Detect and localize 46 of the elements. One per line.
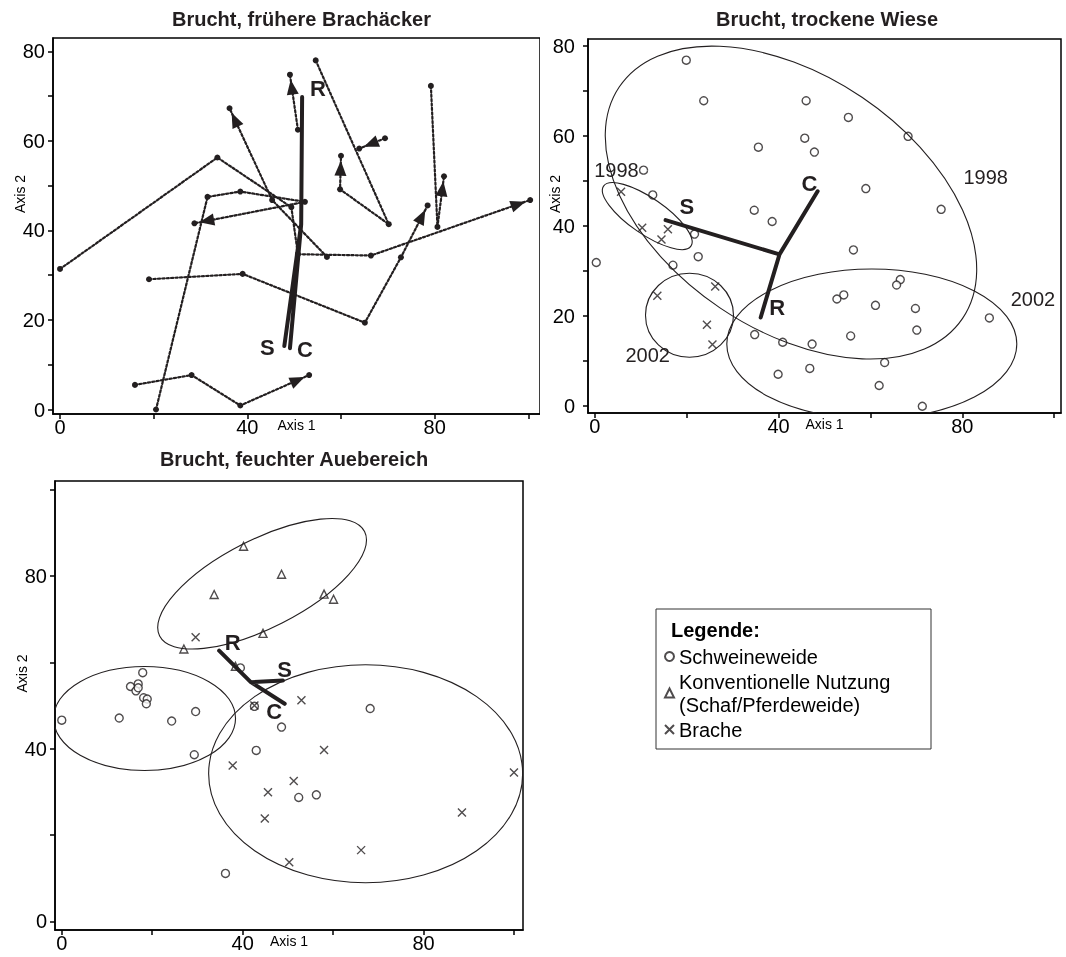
annotation: S xyxy=(277,657,293,683)
annotation: R xyxy=(310,76,327,102)
y-tick-label: 80 xyxy=(24,564,47,587)
y-tick-label: 60 xyxy=(22,129,45,152)
y-tick-label: 80 xyxy=(552,34,575,57)
x-tick-label: 0 xyxy=(54,416,66,438)
legend-title: Legende: xyxy=(671,619,760,641)
legend-label: Konventionelle Nutzung (Schaf/Pferdeweide) xyxy=(679,670,896,716)
legend-label: Brache xyxy=(679,718,743,741)
x-tick-label: 80 xyxy=(423,416,446,438)
x-tick-label: 40 xyxy=(231,932,254,954)
y-tick-label: 0 xyxy=(563,395,575,418)
annotation: S xyxy=(260,335,275,361)
annotation: S xyxy=(679,194,695,220)
y-axis-title: Axis 2 xyxy=(12,174,28,214)
x-tick-label: 40 xyxy=(767,415,790,437)
y-axis-title: Axis 2 xyxy=(14,654,30,693)
annotation: 1998 xyxy=(963,166,1008,189)
y-tick-label: 40 xyxy=(24,737,47,760)
y-tick-label: 40 xyxy=(22,219,45,242)
chart-title: Brucht, frühere Brachäcker xyxy=(172,8,432,30)
y-tick-label: 40 xyxy=(552,215,575,237)
x-tick-label: 40 xyxy=(236,416,259,438)
annotation: C xyxy=(801,171,818,197)
annotation: 2002 xyxy=(1010,288,1056,310)
chart-title: Brucht, feuchter Auebereich xyxy=(159,448,429,470)
x-axis-title: Axis 1 xyxy=(805,416,844,432)
x-tick-label: 0 xyxy=(589,415,601,437)
y-tick-label: 80 xyxy=(22,40,45,63)
y-tick-label: 20 xyxy=(552,305,575,328)
annotation: 2002 xyxy=(625,343,670,366)
chart-title: Brucht, trockene Wiese xyxy=(715,8,939,30)
y-tick-label: 20 xyxy=(22,309,45,331)
x-tick-label: 80 xyxy=(951,415,974,437)
y-tick-label: 60 xyxy=(552,124,575,147)
legend-label: Schweineweide xyxy=(679,645,818,668)
x-tick-label: 0 xyxy=(56,932,68,954)
annotation: C xyxy=(296,337,313,363)
y-axis-title: Axis 2 xyxy=(547,174,563,214)
annotation: C xyxy=(266,699,283,725)
x-axis-title: Axis 1 xyxy=(269,933,309,949)
annotation: R xyxy=(769,295,786,321)
x-axis-title: Axis 1 xyxy=(277,417,316,433)
y-tick-label: 0 xyxy=(35,910,47,933)
x-tick-label: 80 xyxy=(412,932,435,954)
y-tick-label: 0 xyxy=(33,398,45,421)
